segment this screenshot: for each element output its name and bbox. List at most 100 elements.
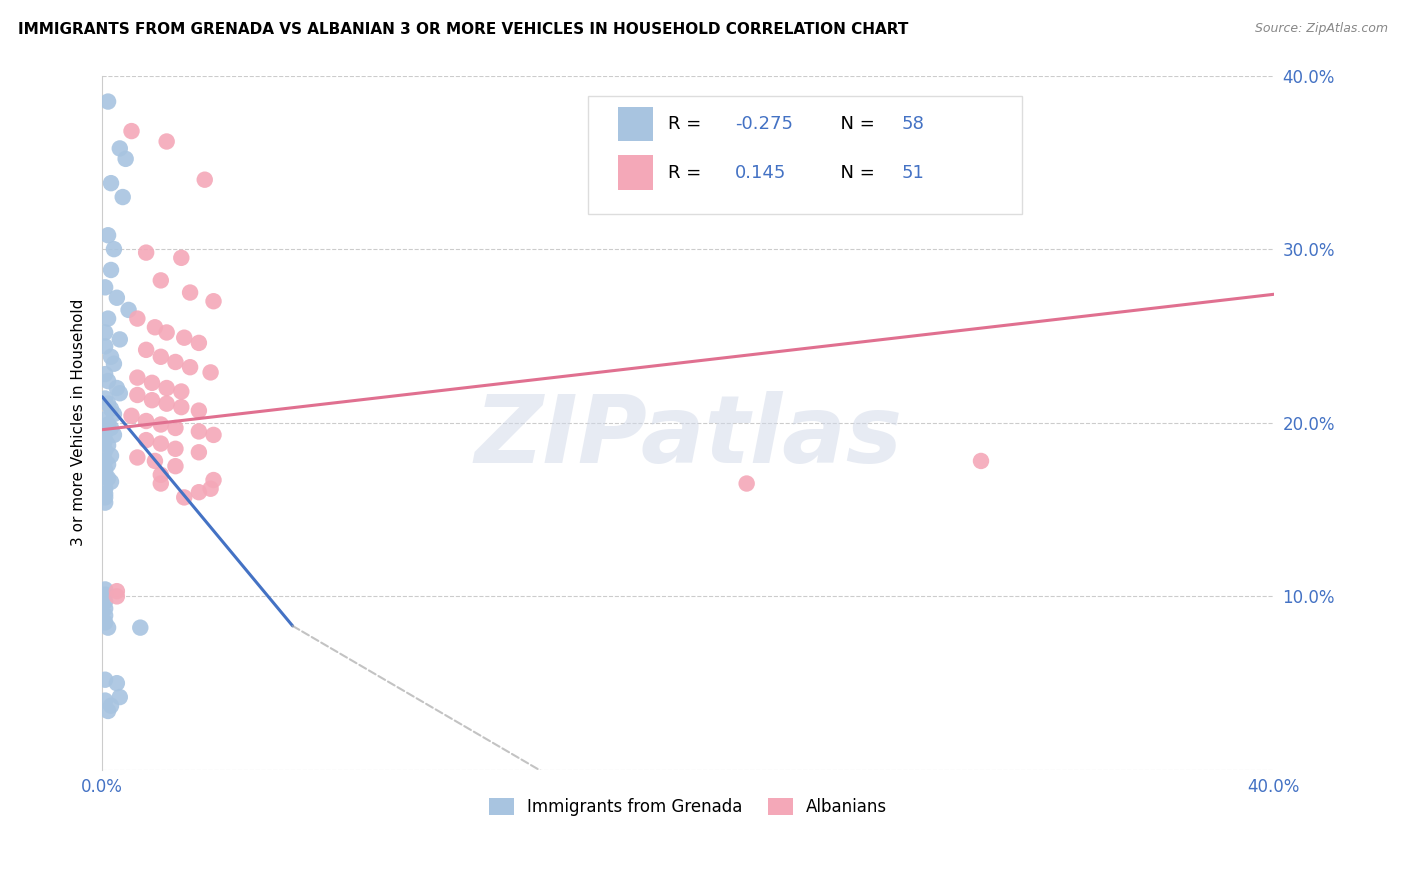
Point: [156, 135, 179, 149]
Point: [100, 401, 122, 416]
Point: [129, 621, 152, 635]
Point: [143, 320, 166, 334]
Point: [105, 291, 128, 305]
Point: [94, 588, 117, 602]
Point: [94, 466, 117, 480]
Point: [170, 400, 193, 414]
Point: [94, 443, 117, 458]
Point: [100, 263, 122, 277]
Point: [127, 370, 149, 384]
Point: [165, 442, 187, 456]
Point: [100, 176, 122, 190]
Point: [94, 487, 117, 501]
Point: [117, 302, 139, 317]
Point: [173, 331, 195, 345]
Point: [105, 584, 128, 599]
Point: [94, 495, 117, 509]
Point: [135, 245, 157, 260]
Point: [94, 339, 117, 353]
Text: 51: 51: [901, 164, 924, 182]
Point: [170, 384, 193, 399]
Point: [187, 445, 209, 459]
Point: [103, 407, 125, 421]
Point: [97, 621, 120, 635]
Point: [202, 473, 225, 487]
Point: [100, 698, 122, 713]
Text: 58: 58: [901, 115, 924, 133]
Point: [94, 615, 117, 630]
Point: [187, 425, 209, 439]
Y-axis label: 3 or more Vehicles in Household: 3 or more Vehicles in Household: [72, 299, 86, 547]
Point: [94, 491, 117, 505]
Point: [100, 449, 122, 463]
Text: 0.145: 0.145: [735, 164, 786, 182]
Point: [103, 357, 125, 371]
Point: [194, 172, 217, 186]
Point: [149, 417, 172, 432]
Point: [94, 392, 117, 406]
Point: [97, 95, 120, 109]
Point: [149, 350, 172, 364]
Point: [143, 454, 166, 468]
Point: [127, 388, 149, 402]
Point: [100, 350, 122, 364]
Point: [94, 326, 117, 340]
Point: [121, 409, 143, 423]
Point: [94, 582, 117, 597]
Point: [187, 403, 209, 417]
Point: [94, 425, 117, 439]
Text: N =: N =: [828, 164, 880, 182]
Point: [149, 467, 172, 482]
Point: [105, 590, 128, 604]
Point: [735, 476, 758, 491]
Point: [200, 482, 222, 496]
FancyBboxPatch shape: [589, 96, 1022, 214]
Point: [173, 491, 195, 505]
Point: [100, 475, 122, 489]
Point: [94, 367, 117, 381]
Point: [970, 454, 993, 468]
Point: [94, 601, 117, 615]
Point: [108, 141, 131, 155]
Text: ZIPatlas: ZIPatlas: [474, 391, 903, 483]
Point: [149, 476, 172, 491]
Point: [111, 190, 134, 204]
Point: [94, 594, 117, 608]
Point: [127, 450, 149, 465]
Point: [97, 458, 120, 472]
Point: [97, 704, 120, 718]
Point: [94, 280, 117, 294]
Point: [105, 381, 128, 395]
Point: [94, 454, 117, 468]
Point: [94, 673, 117, 687]
Point: [135, 414, 157, 428]
Point: [179, 285, 201, 300]
Point: [100, 421, 122, 435]
Point: [156, 381, 179, 395]
Point: [97, 471, 120, 485]
FancyBboxPatch shape: [617, 107, 652, 142]
Point: [202, 428, 225, 442]
Point: [149, 436, 172, 450]
Text: -0.275: -0.275: [735, 115, 793, 133]
Point: [156, 397, 179, 411]
Point: [97, 417, 120, 432]
Point: [179, 360, 201, 375]
Point: [156, 326, 179, 340]
Text: R =: R =: [668, 115, 707, 133]
Point: [97, 374, 120, 388]
Text: Source: ZipAtlas.com: Source: ZipAtlas.com: [1254, 22, 1388, 36]
Point: [103, 242, 125, 256]
Point: [165, 421, 187, 435]
Point: [141, 376, 163, 390]
Point: [108, 333, 131, 347]
Point: [94, 482, 117, 496]
Legend: Immigrants from Grenada, Albanians: Immigrants from Grenada, Albanians: [481, 789, 896, 824]
Point: [94, 433, 117, 447]
Point: [200, 365, 222, 379]
Point: [135, 433, 157, 447]
Point: [94, 608, 117, 623]
Point: [108, 386, 131, 401]
Point: [97, 228, 120, 243]
Point: [202, 294, 225, 309]
